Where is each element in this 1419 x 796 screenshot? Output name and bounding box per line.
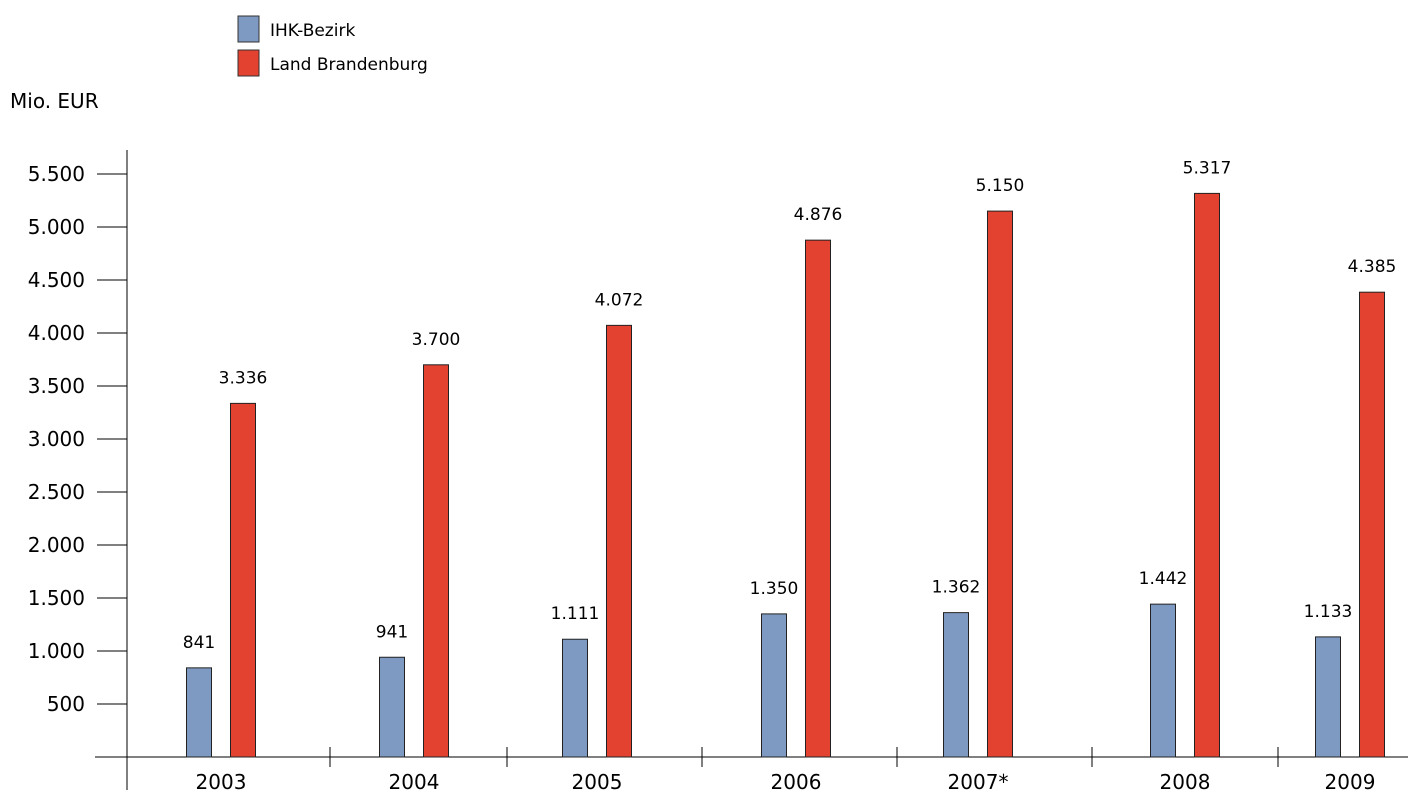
bar-ihk-bezirk-2006 bbox=[761, 613, 787, 758]
bar-ihk-bezirk-2007 bbox=[943, 612, 969, 758]
y-tick-label-4500: 4.500 bbox=[28, 268, 85, 292]
bar-ihk-bezirk-2004 bbox=[379, 656, 405, 758]
data-label-ihk-bezirk-2005: 1.111 bbox=[551, 604, 600, 624]
y-tick-label-1500: 1.500 bbox=[28, 586, 85, 610]
x-tick-label-2006: 2006 bbox=[771, 770, 822, 794]
bar-land-brandenburg-2003 bbox=[230, 402, 256, 758]
data-label-ihk-bezirk-2003: 841 bbox=[183, 633, 215, 653]
data-label-ihk-bezirk-2006: 1.350 bbox=[750, 579, 799, 599]
bar-land-brandenburg-2007 bbox=[987, 210, 1013, 758]
bar-land-brandenburg-2006 bbox=[805, 239, 831, 758]
bar-land-brandenburg-2009 bbox=[1359, 291, 1385, 758]
data-label-land-brandenburg-2003: 3.336 bbox=[219, 368, 268, 388]
data-label-ihk-bezirk-2009: 1.133 bbox=[1304, 602, 1353, 622]
y-tick-label-3000: 3.000 bbox=[28, 427, 85, 451]
data-label-ihk-bezirk-2007: 1.362 bbox=[932, 578, 981, 598]
y-tick-label-4000: 4.000 bbox=[28, 321, 85, 345]
data-label-land-brandenburg-2004: 3.700 bbox=[412, 330, 461, 350]
data-label-ihk-bezirk-2008: 1.442 bbox=[1139, 569, 1188, 589]
x-tick-label-2004: 2004 bbox=[389, 770, 440, 794]
data-label-land-brandenburg-2009: 4.385 bbox=[1348, 257, 1397, 277]
x-tick-label-2007: 2007* bbox=[948, 770, 1009, 794]
y-tick-label-5500: 5.500 bbox=[28, 162, 85, 186]
legend-swatch-land-brandenburg bbox=[237, 49, 260, 77]
legend-label-ihk-bezirk: IHK-Bezirk bbox=[270, 21, 355, 41]
y-tick-label-2500: 2.500 bbox=[28, 480, 85, 504]
bar-ihk-bezirk-2005 bbox=[562, 638, 588, 758]
axes: 500 1.000 1.500 2.000 2.500 3.000 3.500 4.000 4.… bbox=[28, 150, 1408, 790]
bar-ihk-bezirk-2009 bbox=[1315, 636, 1341, 758]
bar-land-brandenburg-2005 bbox=[606, 324, 632, 758]
y-tick-label-2000: 2.000 bbox=[28, 533, 85, 557]
y-axis-unit-label: Mio. EUR bbox=[10, 89, 99, 113]
data-label-land-brandenburg-2008: 5.317 bbox=[1183, 158, 1232, 178]
bar-land-brandenburg-2004 bbox=[423, 364, 449, 758]
x-tick-label-2008: 2008 bbox=[1160, 770, 1211, 794]
data-label-land-brandenburg-2005: 4.072 bbox=[595, 290, 644, 310]
y-tick-label-3500: 3.500 bbox=[28, 374, 85, 398]
bar-ihk-bezirk-2003 bbox=[186, 667, 212, 758]
bars bbox=[186, 192, 1385, 758]
labels: 2003 2004 2005 2006 2007* 2008 2009 841 941 1.111… bbox=[183, 158, 1397, 794]
legend: IHK-Bezirk Land Brandenburg bbox=[237, 15, 428, 77]
x-tick-label-2009: 2009 bbox=[1325, 770, 1376, 794]
data-label-land-brandenburg-2006: 4.876 bbox=[794, 205, 843, 225]
data-label-ihk-bezirk-2004: 941 bbox=[376, 622, 408, 642]
y-tick-label-1000: 1.000 bbox=[28, 639, 85, 663]
legend-label-land-brandenburg: Land Brandenburg bbox=[270, 55, 428, 75]
x-tick-label-2003: 2003 bbox=[196, 770, 247, 794]
x-tick-label-2005: 2005 bbox=[572, 770, 623, 794]
y-tick-label-5000: 5.000 bbox=[28, 215, 85, 239]
y-tick-label-500: 500 bbox=[47, 692, 85, 716]
bar-ihk-bezirk-2008 bbox=[1150, 603, 1176, 758]
legend-swatch-ihk-bezirk bbox=[237, 15, 260, 43]
data-label-land-brandenburg-2007: 5.150 bbox=[976, 176, 1025, 196]
bar-land-brandenburg-2008 bbox=[1194, 192, 1220, 758]
